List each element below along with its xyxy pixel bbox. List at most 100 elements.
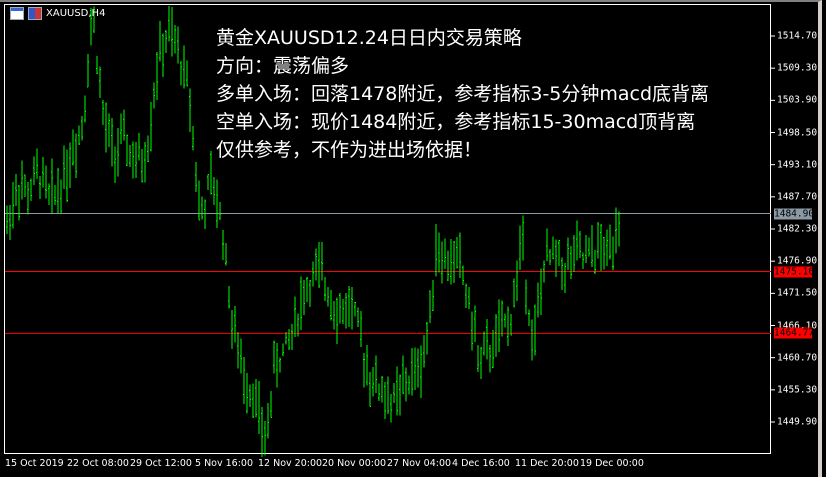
ohlc-bar [348,285,350,328]
ohlc-bar [339,292,341,324]
ohlc-bar [219,201,221,220]
price-chart-area[interactable] [4,4,771,454]
ohlc-bar [252,383,254,418]
ohlc-bar [579,231,581,259]
time-tick-label: 27 Nov 04:00 [387,458,452,469]
ohlc-bar [333,301,335,330]
ohlc-bar [291,323,293,351]
ohlc-bar [513,278,515,308]
ohlc-bar [591,225,593,268]
ohlc-bar [594,250,596,274]
ohlc-bar [72,129,74,166]
ohlc-bar [609,224,611,260]
price-tick-label: 1482.30 [777,223,818,235]
ohlc-bar [69,142,71,189]
ohlc-bar [279,357,281,373]
ohlc-bar [39,176,41,199]
price-tick-label: 1476.90 [777,255,818,267]
ohlc-bar [360,310,362,348]
strategy-note: 黄金XAUUSD12.24日日内交易策略 方向：震荡偏多 多单入场：回落1478… [216,24,709,164]
ohlc-bar [33,156,35,186]
note-line: 空单入场：现价1484附近，参考指标15-30macd顶背离 [216,111,696,133]
ohlc-bar [234,306,236,343]
time-tick-label: 11 Dec 20:00 [515,458,579,469]
ohlc-bar [429,290,431,323]
ohlc-bar [531,319,533,361]
ohlc-bar [156,52,158,101]
ohlc-bar [564,262,566,293]
ohlc-bar [453,241,455,284]
ohlc-bar [84,95,86,123]
ohlc-bar [195,162,197,193]
ohlc-bar [525,279,527,315]
ohlc-bar [198,180,200,221]
ohlc-bar [177,26,179,64]
ohlc-bar [612,236,614,271]
ohlc-bar [255,378,257,418]
ohlc-bar [426,321,428,355]
time-tick-label: 20 Nov 00:00 [322,458,387,469]
ohlc-bar [327,286,329,307]
ohlc-bar [537,282,539,318]
ohlc-bar [318,241,320,288]
ohlc-bar [471,311,473,351]
ohlc-bar [561,257,563,291]
ohlc-bar [201,196,203,220]
ohlc-bar [315,248,317,281]
ohlc-bar [204,199,206,230]
price-tick-label: 1455.30 [777,384,818,396]
ohlc-bar [117,128,119,177]
ohlc-bar [477,344,479,373]
ohlc-bar [267,403,269,439]
ohlc-bar [555,239,557,278]
ohlc-bar [354,301,356,317]
ohlc-bar [270,390,272,418]
ohlc-bar [351,287,353,330]
ohlc-bar [6,205,8,234]
ohlc-bar [150,102,152,152]
ohlc-bar [96,56,98,74]
ohlc-bar [603,236,605,270]
ohlc-bar [417,348,419,388]
ohlc-bar [162,33,164,77]
ohlc-bar [159,20,161,62]
ohlc-bar [456,237,458,269]
ohlc-bar [312,261,314,287]
ohlc-bar [171,6,173,57]
ohlc-bar [75,133,77,178]
ohlc-bar [396,366,398,416]
ohlc-bar [576,220,578,261]
ohlc-bar [540,268,542,315]
ohlc-bar [57,167,59,214]
ohlc-bar [306,276,308,303]
ohlc-bar [135,141,137,178]
ohlc-bar [618,211,620,247]
ohlc-bar [423,334,425,368]
ohlc-bar [141,148,143,183]
ohlc-bar [111,117,113,167]
ohlc-bar [225,242,227,266]
ohlc-bar [372,367,374,397]
price-tick-label: 1487.70 [777,191,818,203]
ohlc-bar [168,6,170,42]
chart-window-icon [10,7,24,20]
ohlc-bar [507,306,509,346]
ohlc-bar [183,45,185,89]
ohlc-bar [9,205,11,240]
ohlc-bar [585,235,587,263]
ohlc-bar [186,60,188,87]
ohlc-bar [132,141,134,179]
ohlc-bar [510,314,512,336]
ohlc-bar [504,313,506,328]
ohlc-bar [606,229,608,266]
ohlc-bar [129,145,131,168]
note-line: 方向：震荡偏多 [216,55,350,77]
ohlc-bar [528,309,530,327]
ohlc-bar [324,276,326,301]
ohlc-bar [552,236,554,260]
level-price-tag: 1475.16 [774,266,815,278]
ohlc-bar [12,182,14,229]
ohlc-bar [36,148,38,180]
ohlc-bar [489,345,491,373]
